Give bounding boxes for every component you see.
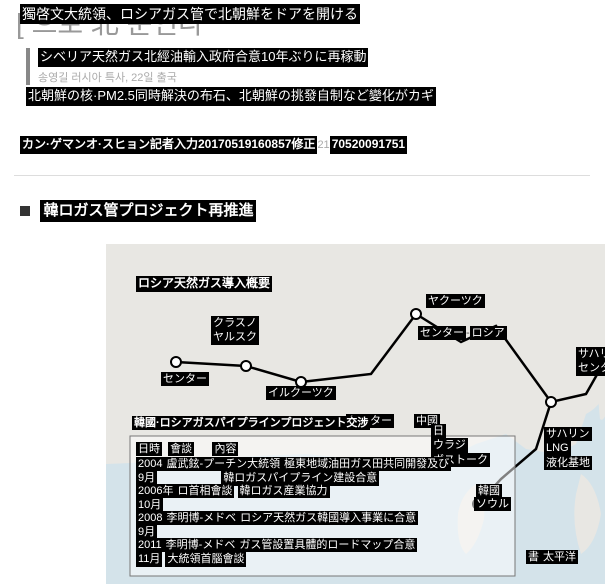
subtitle-2: 北朝鮮の核·PM2.5同時解決の布石、北朝鮮の挑發自制など變化がカギ [26,87,436,106]
divider [14,175,590,176]
section-heading: 韓ロガス管プロジェクト再推進 [20,200,256,222]
header-block: シベリア天然ガス北經油輸入政府合意10年ぶりに再稼動 송영길 러시아 특사, 2… [26,48,436,106]
title-overlay: 獨啓文大統領、ロシアガス管で北朝鮮をドアを開ける [20,4,360,24]
map-diagram: ロシア天然ガス導入槪要 クラスノヤルスク センター イルクーツク センター ヤク… [106,244,605,584]
square-bullet [20,206,30,216]
subtitle-1: シベリア天然ガス北經油輸入政府合意10年ぶりに再稼動 [38,48,368,67]
byline: カン·ゲマンオ·スヒョン記者入力20170519160857修正21705200… [20,135,407,154]
gray-subtitle: 송영길 러시아 특사, 22일 출국 [38,69,436,85]
map-svg [106,244,605,584]
